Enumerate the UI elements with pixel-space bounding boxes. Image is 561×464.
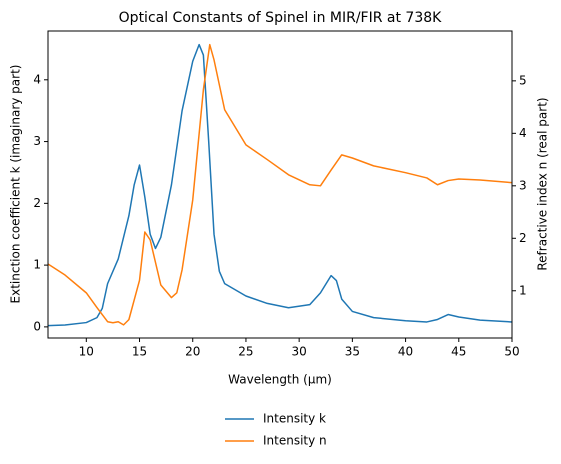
y-tick-label: 4	[33, 72, 41, 86]
y-tick-label: 1	[33, 258, 41, 272]
x-tick-label: 15	[132, 345, 147, 359]
y-tick-label: 3	[33, 134, 41, 148]
y2-tick-label: 3	[519, 178, 527, 192]
x-tick-label: 35	[345, 345, 360, 359]
x-tick-label: 25	[238, 345, 253, 359]
y2-tick-label: 4	[519, 126, 527, 140]
x-tick-label: 30	[292, 345, 307, 359]
series-line	[48, 43, 512, 327]
plot-area	[48, 43, 512, 327]
series-line	[48, 43, 512, 326]
chart-title: Optical Constants of Spinel in MIR/FIR a…	[119, 10, 442, 26]
legend-label: Intensity n	[263, 434, 327, 448]
x-tick-label: 40	[398, 345, 413, 359]
x-axis-label: Wavelength (μm)	[228, 373, 332, 387]
y-tick-label: 2	[33, 196, 41, 210]
x-tick-label: 10	[79, 345, 94, 359]
x-tick-label: 20	[185, 345, 200, 359]
y2-tick-label: 1	[519, 283, 527, 297]
y-axis-label: Extinction coefficient k (imaginary part…	[9, 65, 23, 304]
x-tick-label: 45	[451, 345, 466, 359]
y2-tick-label: 2	[519, 231, 527, 245]
x-tick-label: 50	[504, 345, 519, 359]
y2-tick-label: 5	[519, 73, 527, 87]
y-tick-label: 0	[33, 319, 41, 333]
plot-frame	[47, 30, 513, 339]
legend-label: Intensity k	[263, 412, 326, 426]
y2-axis-label: Refractive index n (real part)	[536, 97, 550, 270]
